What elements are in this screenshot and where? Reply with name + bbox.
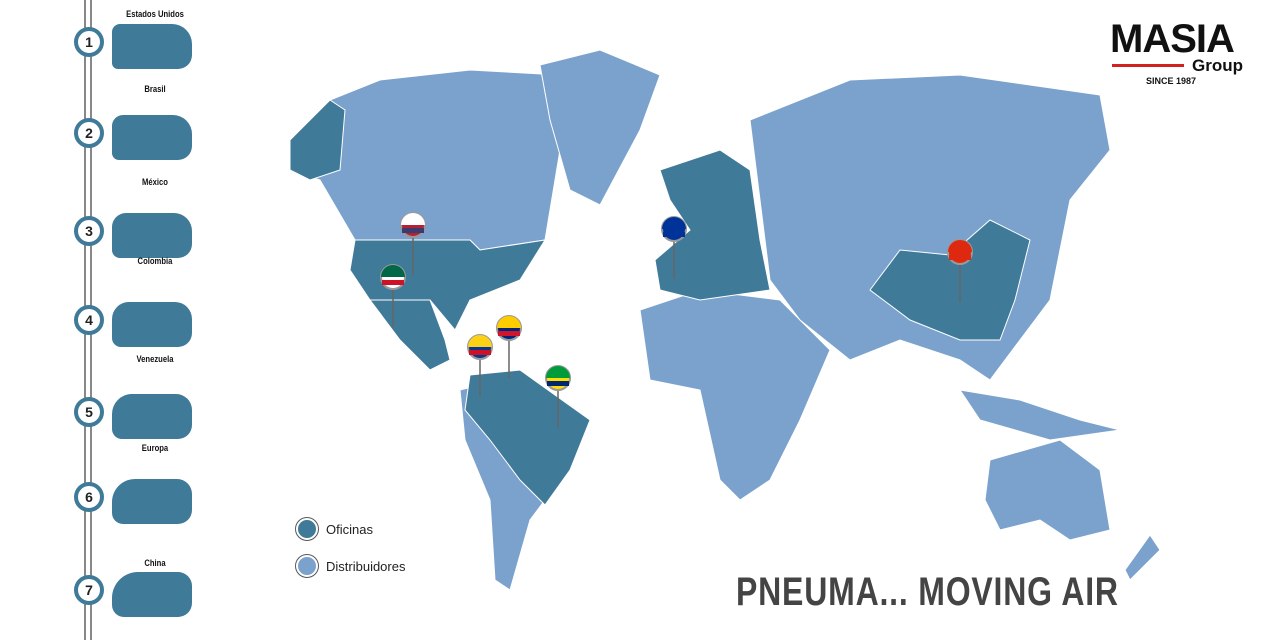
australia xyxy=(984,439,1111,541)
country-silhouette xyxy=(112,479,192,524)
usa-region xyxy=(349,239,547,331)
step-number: 2 xyxy=(74,118,104,148)
flag-pin[interactable]: Colombia xyxy=(467,334,493,397)
country-label: Venezuela xyxy=(136,354,174,364)
step-number: 1 xyxy=(74,27,104,57)
country-silhouette xyxy=(112,213,192,258)
mexico-region xyxy=(369,299,451,371)
country-label: México xyxy=(142,177,168,187)
step-number: 7 xyxy=(74,575,104,605)
step-number: 5 xyxy=(74,397,104,427)
flag-pin[interactable]: Brasil xyxy=(545,365,571,428)
logo-red-bar xyxy=(1112,64,1184,67)
legend-distributors: Distribuidores xyxy=(296,555,405,577)
country-silhouette xyxy=(112,115,192,160)
legend-offices: Oficinas xyxy=(296,518,373,540)
greenland xyxy=(539,49,661,206)
slogan: PNEUMA... MOVING AIR xyxy=(736,570,1119,614)
china-region xyxy=(869,219,1031,341)
country-silhouette xyxy=(112,302,192,347)
step-number: 3 xyxy=(74,216,104,246)
africa xyxy=(639,289,831,501)
logo-sub: Group xyxy=(1192,56,1243,75)
country-label: China xyxy=(144,558,166,568)
country-label: Europa xyxy=(141,443,169,453)
country-label: Colombia xyxy=(137,256,173,266)
step-number: 6 xyxy=(74,482,104,512)
country-silhouette xyxy=(112,24,192,69)
indonesia xyxy=(958,389,1121,441)
country-label: Brasil xyxy=(144,84,166,94)
country-label: Estados Unidos xyxy=(126,9,184,19)
flag-pin[interactable]: Venezuela xyxy=(496,315,522,378)
flag-pin[interactable]: Estados Unidos xyxy=(400,212,426,275)
flag-pin[interactable]: China xyxy=(947,239,973,302)
country-silhouette xyxy=(112,394,192,439)
offices-swatch xyxy=(296,518,318,540)
distributors-swatch xyxy=(296,555,318,577)
flag-pin[interactable]: México xyxy=(380,264,406,327)
new-zealand xyxy=(1124,534,1161,581)
logo-since: SINCE 1987 xyxy=(1146,76,1197,86)
country-silhouette xyxy=(112,572,192,617)
legend-offices-label: Oficinas xyxy=(326,521,373,537)
legend-distributors-label: Distribuidores xyxy=(326,558,406,574)
step-number: 4 xyxy=(74,305,104,335)
asia xyxy=(749,74,1111,381)
masia-logo: MASIA Group SINCE 1987 xyxy=(1110,17,1245,86)
alaska xyxy=(289,99,346,181)
flag-pin[interactable]: Europa xyxy=(661,216,687,279)
logo-name: MASIA xyxy=(1110,17,1235,61)
